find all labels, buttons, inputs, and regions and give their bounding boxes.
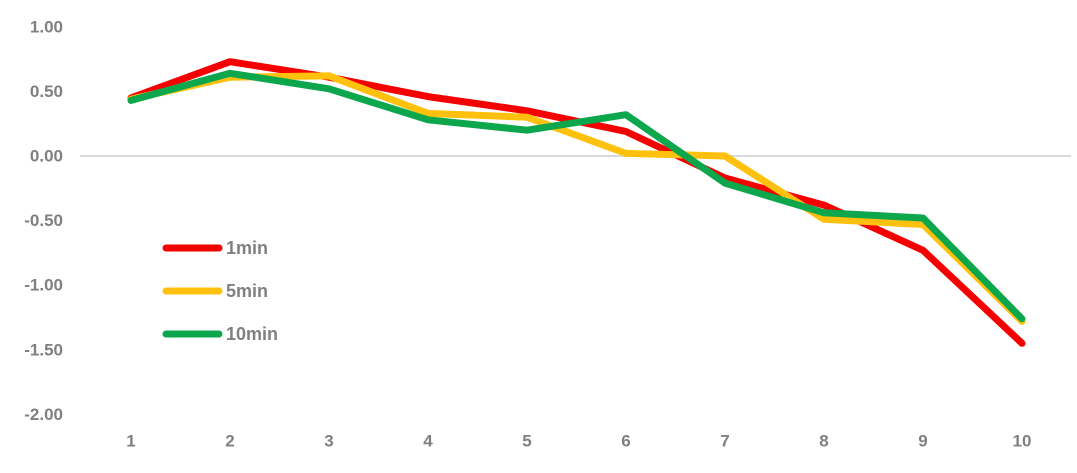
x-axis-tick-label: 2 xyxy=(225,432,234,451)
x-axis-tick-label: 3 xyxy=(324,432,333,451)
series-line-1min xyxy=(127,58,1026,347)
x-axis-tick-label: 6 xyxy=(621,432,630,451)
y-axis-tick-label: 0.00 xyxy=(30,147,63,166)
series-line-10min xyxy=(127,69,1026,323)
y-axis-tick-label: -0.50 xyxy=(24,211,63,230)
x-axis-tick-label: 8 xyxy=(819,432,828,451)
x-axis-tick-label: 1 xyxy=(126,432,135,451)
series-line-5min xyxy=(127,72,1026,325)
x-axis-tick-label: 5 xyxy=(522,432,531,451)
x-axis-tick-label: 9 xyxy=(918,432,927,451)
x-axis-tick-label: 7 xyxy=(720,432,729,451)
legend-label-10min: 10min xyxy=(226,324,278,344)
y-axis-tick-label: -1.00 xyxy=(24,276,63,295)
y-axis-tick-label: 0.50 xyxy=(30,82,63,101)
legend-label-5min: 5min xyxy=(226,281,268,301)
x-axis-tick-label: 4 xyxy=(423,432,433,451)
x-axis-tick-label: 10 xyxy=(1013,432,1032,451)
y-axis-tick-label: -2.00 xyxy=(24,405,63,424)
y-axis-tick-label: 1.00 xyxy=(30,17,63,36)
legend-label-1min: 1min xyxy=(226,238,268,258)
y-axis-tick-label: -1.50 xyxy=(24,340,63,359)
